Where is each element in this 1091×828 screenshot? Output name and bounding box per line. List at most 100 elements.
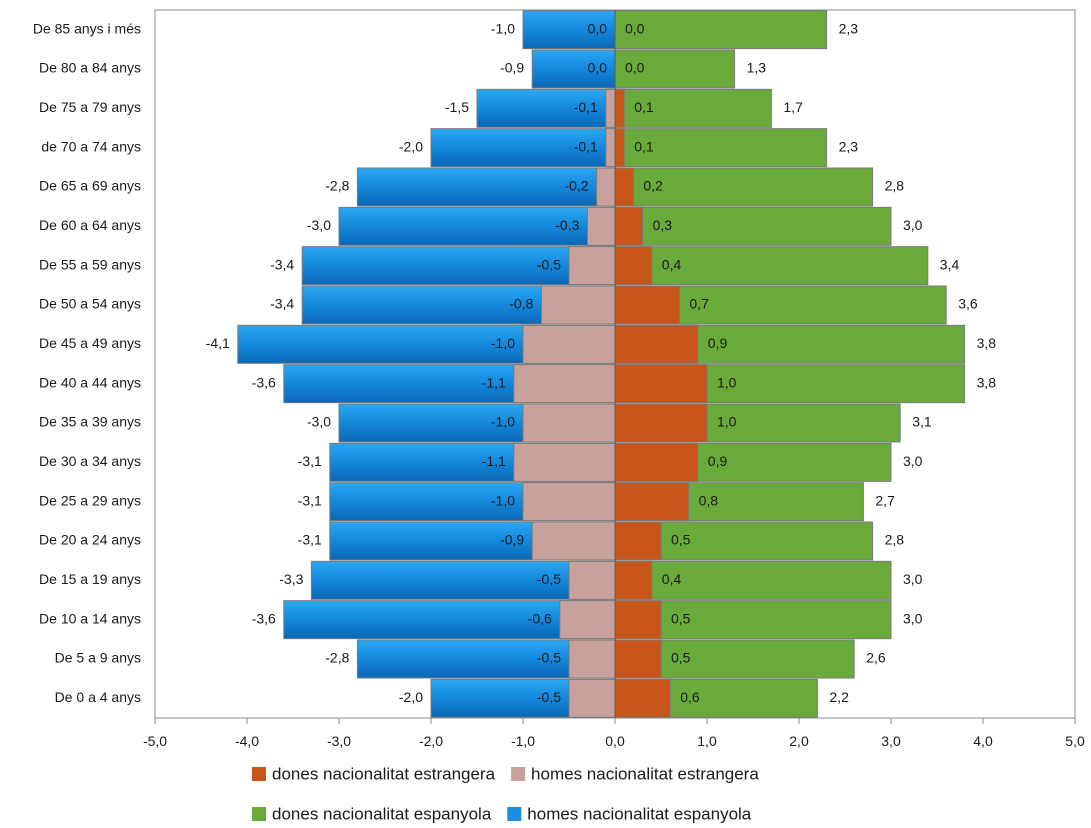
value-label-dones-espanyola: 3,8	[977, 335, 997, 351]
value-label-dones-espanyola: 3,0	[903, 610, 923, 626]
value-label-homes-estrangera: -0,8	[509, 296, 533, 312]
value-label-dones-estrangera: 1,0	[717, 414, 737, 430]
bar-homes-espanyola	[310, 560, 616, 600]
bar-homes-estrangera	[531, 521, 616, 561]
value-label-homes-estrangera: -1,0	[491, 492, 515, 508]
bar-homes-estrangera	[568, 246, 616, 286]
value-label-dones-estrangera: 0,1	[634, 138, 654, 154]
bar-homes-estrangera	[522, 403, 616, 443]
value-label-homes-estrangera: -0,1	[574, 138, 598, 154]
value-label-dones-estrangera: 0,6	[680, 689, 700, 705]
category-label: De 25 a 29 anys	[39, 492, 141, 508]
value-label-homes-estrangera: -0,6	[528, 610, 552, 626]
value-label-dones-espanyola: 2,6	[866, 650, 886, 666]
legend-swatch	[252, 767, 266, 781]
category-label: De 50 a 54 anys	[39, 296, 141, 312]
bar-homes-espanyola	[301, 246, 616, 286]
bar-homes-estrangera	[522, 482, 616, 522]
value-label-dones-espanyola: 3,0	[903, 571, 923, 587]
category-label: De 80 a 84 anys	[39, 60, 141, 76]
value-label-homes-estrangera: -0,5	[537, 650, 561, 666]
bar-homes-estrangera	[605, 128, 616, 168]
value-label-dones-estrangera: 0,1	[634, 99, 654, 115]
category-label: De 45 a 49 anys	[39, 335, 141, 351]
bars-layer	[237, 10, 966, 718]
value-label-homes-estrangera: -0,3	[555, 217, 579, 233]
value-label-homes-espanyola: -2,8	[325, 650, 349, 666]
category-label: De 20 a 24 anys	[39, 532, 141, 548]
x-tick-label: 5,0	[1065, 733, 1085, 749]
value-label-homes-estrangera: -1,1	[482, 374, 506, 390]
value-label-dones-espanyola: 3,0	[903, 453, 923, 469]
bar-dones-estrangera	[614, 246, 653, 286]
value-label-homes-estrangera: 0,0	[588, 60, 608, 76]
value-labels: -1,0 2,3 0,0 0,0 -0,9 1,3 0,0 0,0 -1,5 1,7 -0,1 0,1…	[206, 20, 997, 705]
value-label-dones-espanyola: 1,7	[783, 99, 803, 115]
value-label-dones-espanyola: 3,4	[940, 256, 960, 272]
bar-dones-estrangera	[614, 88, 625, 128]
bar-dones-espanyola	[614, 167, 874, 207]
bar-homes-estrangera	[522, 324, 616, 364]
value-label-homes-espanyola: -2,0	[399, 138, 423, 154]
value-label-dones-estrangera: 0,7	[689, 296, 709, 312]
legend-swatch	[252, 807, 266, 821]
x-tick-label: 3,0	[881, 733, 901, 749]
value-label-dones-estrangera: 0,0	[625, 20, 645, 36]
value-label-dones-estrangera: 0,2	[643, 178, 663, 194]
bar-homes-estrangera	[568, 678, 616, 718]
value-label-homes-espanyola: -0,9	[500, 60, 524, 76]
value-label-homes-espanyola: -3,1	[298, 453, 322, 469]
x-tick-label: -3,0	[327, 733, 351, 749]
value-label-dones-espanyola: 3,1	[912, 414, 932, 430]
value-label-homes-espanyola: -3,3	[279, 571, 303, 587]
x-tick-label: 0,0	[605, 733, 625, 749]
value-label-dones-espanyola: 3,6	[958, 296, 978, 312]
bar-dones-estrangera	[614, 364, 708, 404]
bar-homes-espanyola	[476, 88, 616, 128]
legend-swatch	[507, 807, 522, 821]
bar-dones-estrangera	[614, 482, 690, 522]
value-label-homes-estrangera: -0,2	[564, 178, 588, 194]
value-label-homes-estrangera: 0,0	[588, 20, 608, 36]
value-label-homes-espanyola: -3,0	[307, 414, 331, 430]
value-label-homes-espanyola: -3,4	[270, 296, 294, 312]
value-label-dones-espanyola: 2,7	[875, 492, 895, 508]
legend-entry: dones nacionalitat estrangera	[272, 764, 496, 783]
bar-dones-estrangera	[614, 206, 644, 246]
bar-homes-estrangera	[596, 167, 616, 207]
value-label-homes-espanyola: -2,8	[325, 178, 349, 194]
bar-homes-estrangera	[559, 600, 616, 640]
category-label: De 0 a 4 anys	[55, 689, 141, 705]
bar-dones-estrangera	[614, 442, 699, 482]
bar-dones-espanyola	[614, 560, 892, 600]
category-label: De 5 a 9 anys	[55, 650, 141, 666]
category-label: De 55 a 59 anys	[39, 256, 141, 272]
legend-entry: homes nacionalitat espanyola	[527, 804, 752, 823]
value-label-dones-espanyola: 3,8	[977, 374, 997, 390]
x-axis: -5,0 -4,0 -3,0 -2,0 -1,0 0,0 1,0 2,0 3,0 4,0 5,0	[143, 718, 1085, 749]
bar-dones-estrangera	[614, 403, 708, 443]
bar-dones-espanyola	[614, 10, 828, 50]
value-label-dones-estrangera: 0,5	[671, 650, 691, 666]
value-label-dones-espanyola: 2,3	[839, 20, 859, 36]
value-label-dones-estrangera: 0,3	[653, 217, 673, 233]
value-label-homes-espanyola: -3,0	[307, 217, 331, 233]
legend-entry: dones nacionalitat espanyola	[272, 804, 492, 823]
category-label: De 15 a 19 anys	[39, 571, 141, 587]
x-tick-label: 4,0	[973, 733, 993, 749]
bar-dones-estrangera	[614, 600, 662, 640]
legend-swatch	[511, 767, 526, 781]
category-labels: De 85 anys i més De 80 a 84 anys De 75 a 7…	[33, 20, 141, 705]
x-tick-label: 2,0	[789, 733, 809, 749]
bar-dones-estrangera	[614, 560, 653, 600]
bar-homes-estrangera	[568, 560, 616, 600]
bar-homes-espanyola	[356, 167, 616, 207]
value-label-dones-espanyola: 2,3	[839, 138, 859, 154]
value-label-dones-estrangera: 0,4	[662, 256, 682, 272]
x-tick-label: -4,0	[235, 733, 259, 749]
value-label-homes-espanyola: -3,6	[252, 610, 276, 626]
value-label-dones-estrangera: 0,9	[708, 335, 728, 351]
bar-dones-estrangera	[614, 521, 662, 561]
value-label-homes-espanyola: -4,1	[206, 335, 230, 351]
